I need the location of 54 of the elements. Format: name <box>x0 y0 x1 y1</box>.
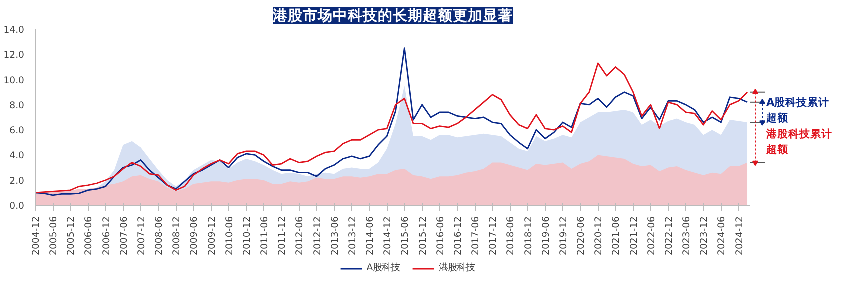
x-tick-label: 2015-12 <box>418 216 429 256</box>
x-tick-label: 2024-12 <box>734 216 746 256</box>
x-tick-label: 2022-12 <box>664 216 675 256</box>
y-tick-label: 2.0 <box>10 176 25 187</box>
x-tick-label: 2007-12 <box>136 216 148 256</box>
y-tick-label: 4.0 <box>10 150 25 162</box>
x-tick-label: 2020-12 <box>594 216 605 256</box>
x-tick-label: 2008-12 <box>172 216 183 256</box>
x-tick-label: 2024-06 <box>716 216 728 256</box>
x-tick-label: 2012-06 <box>294 216 306 256</box>
x-tick-label: 2004-12 <box>31 216 42 256</box>
x-tick-label: 2013-06 <box>330 216 341 256</box>
x-tick-label: 2010-06 <box>224 216 236 256</box>
x-tick-label: 2016-12 <box>453 216 464 256</box>
x-tick-label: 2021-06 <box>611 216 622 256</box>
x-tick-label: 2007-06 <box>118 216 130 256</box>
x-tick-label: 2011-06 <box>259 216 270 256</box>
y-tick-label: 6.0 <box>10 126 25 137</box>
x-tick-label: 2022-06 <box>646 216 658 256</box>
x-tick-label: 2009-12 <box>206 216 218 256</box>
x-tick-label: 2023-06 <box>681 216 692 256</box>
x-tick-label: 2009-06 <box>189 216 200 256</box>
x-tick-label: 2017-06 <box>470 216 482 256</box>
y-tick-label: 14.0 <box>4 25 25 36</box>
x-tick-label: 2018-06 <box>506 216 517 256</box>
x-tick-label: 2023-12 <box>699 216 710 256</box>
x-tick-label: 2016-06 <box>435 216 446 256</box>
y-tick-label: 0.0 <box>10 201 25 212</box>
text: A股科技累计超额 <box>766 96 830 124</box>
x-tick-label: 2017-12 <box>488 216 500 256</box>
x-tick-label: 2013-12 <box>347 216 358 256</box>
x-tick-label: 2015-06 <box>400 216 412 256</box>
x-tick-label: 2011-12 <box>277 216 288 256</box>
x-tick-label: 2019-06 <box>540 216 552 256</box>
x-tick-label: 2018-12 <box>523 216 534 256</box>
y-tick-label: 12.0 <box>4 50 25 62</box>
x-tick-label: 2006-06 <box>84 216 95 256</box>
y-tick-label: 8.0 <box>10 100 25 112</box>
x-tick-label: 2019-12 <box>558 216 570 256</box>
legend-label: A股科技 <box>366 262 400 274</box>
chart-title: 港股市场中科技的长期超额更加显著 <box>272 6 513 24</box>
x-tick-label: 2012-12 <box>312 216 324 256</box>
x-tick-label: 2014-12 <box>382 216 394 256</box>
legend-label: 港股科技 <box>439 262 476 274</box>
x-tick-label: 2008-06 <box>154 216 166 256</box>
x-tick-label: 2014-06 <box>365 216 376 256</box>
x-tick-label: 2010-12 <box>242 216 253 256</box>
text: 港股科技累计超额 <box>766 127 832 156</box>
x-tick-label: 2021-12 <box>628 216 640 256</box>
x-tick-label: 2006-12 <box>101 216 112 256</box>
x-tick-label: 2020-06 <box>576 216 588 256</box>
x-tick-label: 2005-06 <box>48 216 60 256</box>
x-tick-label: 2005-12 <box>66 216 78 256</box>
y-tick-label: 10.0 <box>4 75 25 86</box>
